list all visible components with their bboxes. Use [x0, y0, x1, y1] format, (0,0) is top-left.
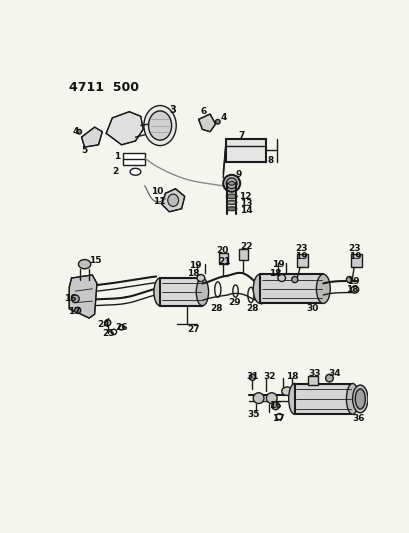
Text: 33: 33 [307, 369, 320, 378]
Circle shape [215, 119, 220, 124]
Text: 24: 24 [97, 320, 109, 329]
Text: 26: 26 [115, 323, 128, 332]
Text: 35: 35 [247, 410, 259, 419]
Text: 29: 29 [227, 298, 240, 307]
Ellipse shape [355, 389, 364, 409]
Text: 27: 27 [187, 325, 199, 334]
Text: 4711  500: 4711 500 [69, 81, 139, 94]
Text: 11: 11 [153, 197, 165, 206]
Text: 10: 10 [151, 187, 163, 196]
Text: 4: 4 [72, 127, 79, 136]
Text: 8: 8 [267, 156, 274, 165]
Circle shape [71, 295, 79, 303]
Bar [238, 249, 247, 260]
Polygon shape [198, 114, 215, 132]
Circle shape [271, 402, 279, 410]
Ellipse shape [277, 274, 285, 281]
Bar [123, 152, 144, 165]
Polygon shape [69, 275, 97, 318]
Bar [307, 376, 317, 385]
Circle shape [253, 393, 263, 403]
Ellipse shape [78, 260, 90, 269]
Text: 21: 21 [217, 256, 230, 265]
Bar [350, 254, 361, 267]
Text: 2: 2 [112, 167, 118, 176]
Text: 16: 16 [269, 401, 281, 410]
Text: 18: 18 [187, 269, 199, 278]
Text: 6: 6 [200, 107, 206, 116]
Text: 14: 14 [240, 206, 252, 215]
Text: 19: 19 [189, 261, 202, 270]
Circle shape [249, 374, 255, 381]
Ellipse shape [226, 200, 236, 205]
Ellipse shape [253, 274, 266, 303]
Text: 32: 32 [263, 372, 275, 381]
Text: 23: 23 [348, 244, 360, 253]
Text: 23: 23 [294, 244, 307, 253]
Ellipse shape [130, 168, 140, 175]
Circle shape [291, 277, 297, 282]
Text: 7: 7 [238, 131, 245, 140]
Ellipse shape [222, 175, 240, 192]
Bar [297, 254, 307, 267]
Circle shape [77, 130, 81, 134]
Text: 17: 17 [67, 308, 80, 317]
Text: 22: 22 [240, 242, 252, 251]
Text: 19: 19 [271, 260, 284, 269]
Ellipse shape [153, 278, 166, 306]
Polygon shape [161, 189, 184, 212]
Ellipse shape [167, 194, 178, 206]
Text: 20: 20 [216, 246, 228, 255]
Bar [294, 384, 352, 414]
Ellipse shape [281, 387, 292, 395]
Ellipse shape [197, 274, 204, 281]
Text: 18: 18 [346, 285, 358, 294]
Text: 12: 12 [238, 192, 250, 201]
Text: 34: 34 [327, 369, 340, 378]
Ellipse shape [148, 111, 171, 140]
Text: 19: 19 [348, 252, 360, 261]
Bar [225, 139, 265, 161]
Text: 15: 15 [89, 256, 101, 265]
Polygon shape [81, 127, 102, 147]
Text: 19: 19 [294, 252, 307, 261]
Text: 17: 17 [271, 414, 284, 423]
Ellipse shape [226, 178, 236, 189]
Polygon shape [106, 112, 143, 145]
Text: 4: 4 [220, 114, 226, 123]
Ellipse shape [144, 106, 176, 146]
Circle shape [74, 308, 81, 313]
Ellipse shape [226, 194, 236, 199]
Text: 1: 1 [114, 152, 120, 161]
Circle shape [346, 277, 352, 282]
Circle shape [266, 393, 276, 403]
Text: 18: 18 [269, 269, 281, 278]
Ellipse shape [352, 385, 367, 413]
Circle shape [325, 374, 333, 382]
Ellipse shape [288, 384, 300, 414]
Ellipse shape [226, 207, 236, 211]
Text: 28: 28 [210, 304, 222, 313]
Circle shape [104, 320, 110, 326]
Text: 31: 31 [246, 372, 258, 381]
Ellipse shape [316, 274, 329, 303]
Text: 13: 13 [240, 199, 252, 208]
Ellipse shape [346, 384, 358, 414]
Text: 28: 28 [246, 304, 258, 313]
Text: 5: 5 [81, 146, 88, 155]
Text: 18: 18 [285, 372, 297, 381]
Text: 16: 16 [64, 294, 76, 303]
Text: 36: 36 [352, 414, 364, 423]
Text: 19: 19 [346, 277, 359, 286]
Text: 9: 9 [235, 169, 241, 179]
Ellipse shape [350, 286, 358, 293]
Ellipse shape [228, 181, 234, 185]
Text: 3: 3 [169, 105, 175, 115]
Text: 25: 25 [102, 329, 115, 338]
Bar [160, 278, 202, 306]
Bar [260, 274, 323, 303]
Text: 30: 30 [306, 304, 318, 313]
Bar [218, 253, 227, 264]
Ellipse shape [196, 278, 208, 306]
